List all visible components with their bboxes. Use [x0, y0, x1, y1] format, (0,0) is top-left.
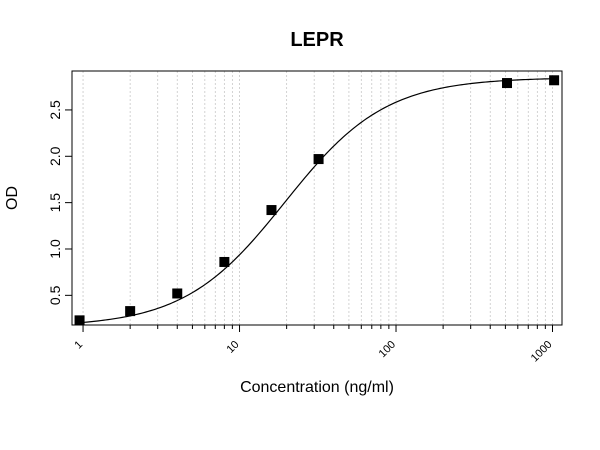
y-axis: 0.5 1.0 1.5 2.0 2.5 [47, 100, 72, 305]
chart-title: LEPR [290, 29, 344, 51]
data-point [502, 78, 513, 89]
data-point [125, 306, 136, 317]
plot-frame [71, 70, 563, 326]
x-tick-label: 1 [72, 339, 85, 352]
y-tick-label: 0.5 [47, 285, 63, 305]
x-tick-label: 100 [377, 339, 398, 360]
x-axis-label: Concentration (ng/ml) [240, 379, 394, 396]
data-point [219, 256, 230, 267]
x-axis: 1 10 100 1000 [72, 325, 555, 365]
data-point [172, 288, 183, 299]
y-axis-label: OD [4, 186, 21, 210]
y-tick-label: 1.5 [47, 193, 63, 213]
data-points [74, 75, 560, 326]
x-tick-label: 10 [225, 339, 242, 356]
data-point [549, 75, 560, 86]
y-tick-label: 2.5 [47, 100, 63, 120]
y-tick-label: 2.0 [47, 146, 63, 166]
grid [82, 71, 553, 325]
fit-curve [79, 78, 555, 324]
y-tick-label: 1.0 [47, 239, 63, 259]
data-point [313, 154, 324, 165]
x-tick-label: 1000 [529, 339, 555, 365]
data-point [266, 205, 277, 216]
data-point [74, 315, 85, 326]
